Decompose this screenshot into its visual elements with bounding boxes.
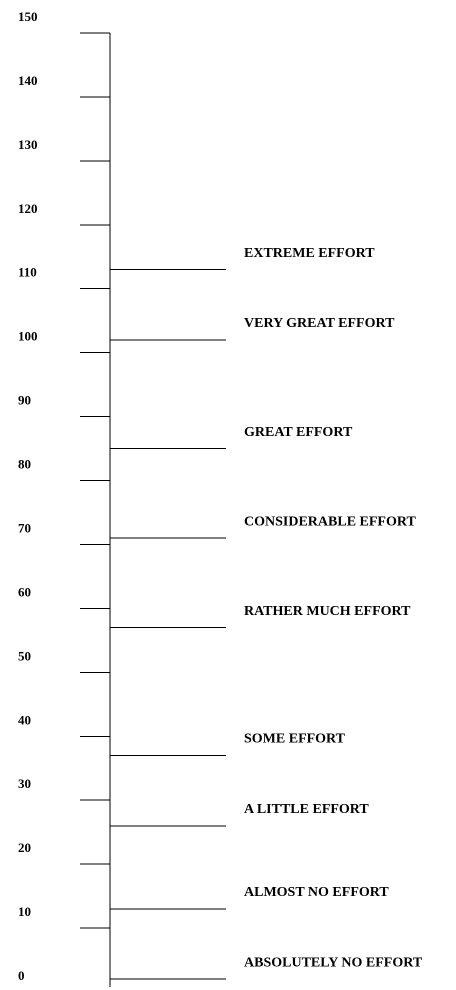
anchor-label: VERY GREAT EFFORT: [244, 316, 395, 331]
anchor-label: EXTREME EFFORT: [244, 246, 375, 261]
tick-label: 140: [18, 73, 38, 88]
anchor-label: CONSIDERABLE EFFORT: [244, 514, 416, 529]
tick-label: 120: [18, 201, 38, 216]
tick-label: 60: [18, 584, 31, 599]
tick-label: 0: [18, 968, 25, 983]
tick-label: 30: [18, 776, 31, 791]
anchor-label: ALMOST NO EFFORT: [244, 885, 389, 900]
tick-label: 70: [18, 520, 31, 535]
anchor-label: A LITTLE EFFORT: [244, 802, 369, 817]
anchor-label: RATHER MUCH EFFORT: [244, 604, 411, 619]
tick-label: 90: [18, 393, 31, 408]
tick-label: 80: [18, 457, 31, 472]
tick-label: 10: [18, 904, 31, 919]
tick-label: 40: [18, 712, 31, 727]
anchor-label: GREAT EFFORT: [244, 425, 353, 440]
anchor-label: ABSOLUTELY NO EFFORT: [244, 955, 423, 970]
tick-label: 110: [18, 265, 37, 280]
tick-label: 100: [18, 329, 38, 344]
tick-label: 50: [18, 648, 31, 663]
tick-label: 150: [18, 9, 38, 24]
tick-label: 20: [18, 840, 31, 855]
anchor-label: SOME EFFORT: [244, 732, 346, 747]
tick-label: 130: [18, 137, 38, 152]
